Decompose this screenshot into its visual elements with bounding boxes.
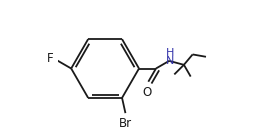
Text: N: N [166,56,174,66]
Text: O: O [143,86,152,99]
Text: F: F [47,52,53,65]
Text: Br: Br [119,117,132,130]
Text: H: H [166,48,174,58]
